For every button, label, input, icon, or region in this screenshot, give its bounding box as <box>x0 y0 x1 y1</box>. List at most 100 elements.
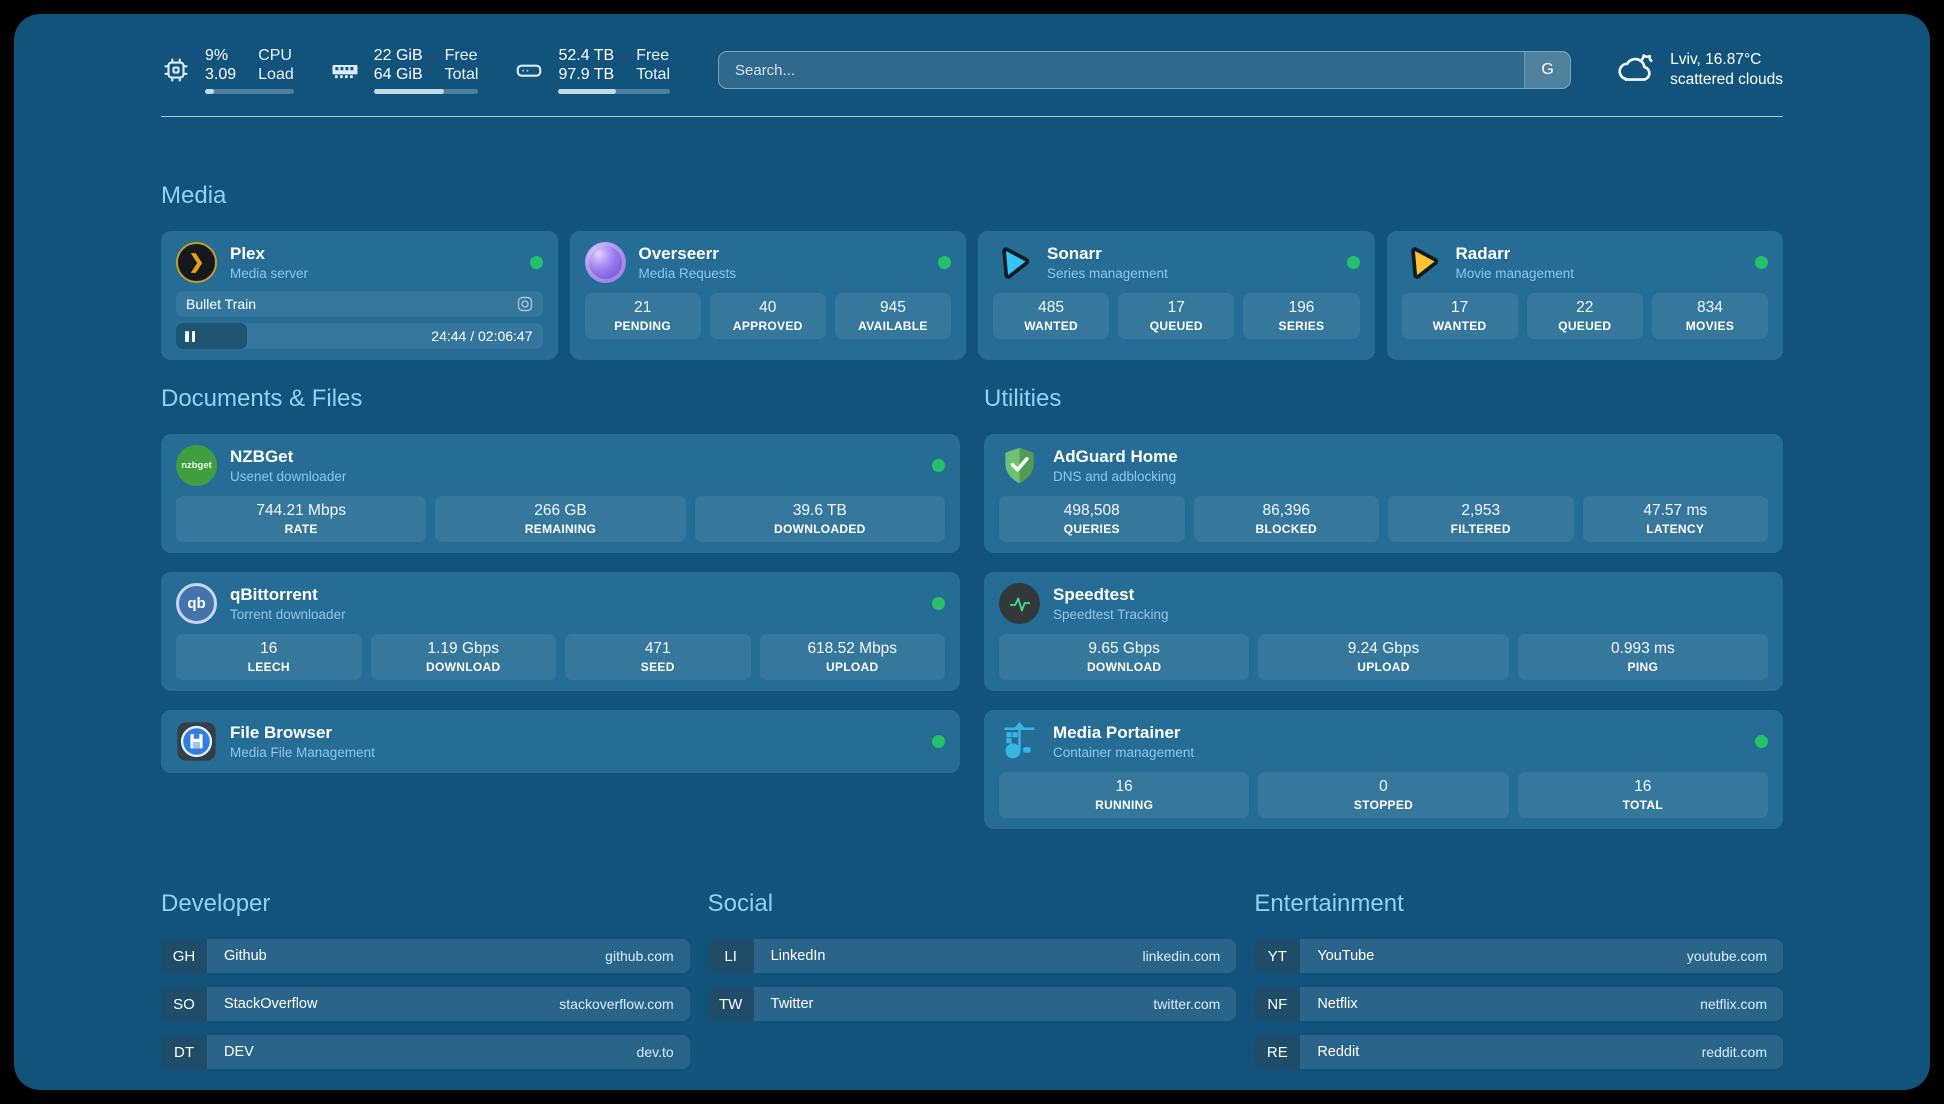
stat-total: 16 TOTAL <box>1517 772 1768 818</box>
bookmark-github[interactable]: GH Github github.com <box>161 939 690 973</box>
portainer-icon <box>999 721 1040 762</box>
stat-latency: 47.57 ms LATENCY <box>1582 496 1768 542</box>
bookmark-stackoverflow[interactable]: SO StackOverflow stackoverflow.com <box>161 987 690 1021</box>
ram-icon <box>330 55 360 85</box>
section-title-documents: Documents & Files <box>161 385 363 412</box>
bookmark-url: reddit.com <box>1701 1044 1767 1060</box>
cpu-stat: 9% 3.09 CPU Load <box>161 46 294 94</box>
bookmark-youtube[interactable]: YT YouTube youtube.com <box>1254 939 1783 973</box>
system-stats: 9% 3.09 CPU Load <box>161 46 670 94</box>
disk-total-value: 97.9 TB <box>558 66 615 83</box>
disk-progress-bar <box>558 89 670 94</box>
pause-icon[interactable] <box>185 330 195 342</box>
cloud-icon <box>1613 51 1657 90</box>
sonarr-icon <box>993 242 1034 283</box>
weather-condition: scattered clouds <box>1670 71 1783 88</box>
app-name: qBittorrent <box>230 585 318 604</box>
app-card-filebrowser[interactable]: File Browser Media File Management <box>161 710 960 773</box>
stat-movies: 834 MOVIES <box>1651 293 1769 339</box>
app-card-adguard[interactable]: AdGuard Home DNS and adblocking 498,508 … <box>984 434 1783 553</box>
ram-total-label: Total <box>444 66 479 83</box>
speedtest-icon <box>999 583 1040 624</box>
status-online-dot <box>529 256 543 269</box>
stat-wanted: 485 WANTED <box>993 293 1110 339</box>
stat-available: 945 AVAILABLE <box>834 293 952 339</box>
bookmark-abbr: DT <box>161 1035 207 1069</box>
ram-stat: 22 GiB 64 GiB Free Total <box>330 46 479 94</box>
weather-widget: Lviv, 16.87°C scattered clouds <box>1613 50 1783 90</box>
bookmark-name: Reddit <box>1317 1044 1360 1060</box>
cpu-load-value: 3.09 <box>205 66 237 83</box>
bookmark-url: linkedin.com <box>1142 948 1221 964</box>
disk-free-value: 52.4 TB <box>558 47 615 64</box>
status-online-dot <box>1755 735 1768 748</box>
stat-queries: 498,508 QUERIES <box>999 496 1185 542</box>
stat-seed: 471 SEED <box>565 634 751 680</box>
app-subtitle: Media server <box>230 266 309 281</box>
section-title-entertainment: Entertainment <box>1254 890 1404 917</box>
app-name: File Browser <box>230 723 333 742</box>
bookmark-linkedin[interactable]: LI LinkedIn linkedin.com <box>707 939 1237 973</box>
app-card-radarr[interactable]: Radarr Movie management 17 WANTED 22 QUE… <box>1386 231 1783 360</box>
ram-free-value: 22 GiB <box>373 47 423 64</box>
stat-pending: 21 PENDING <box>584 293 701 339</box>
status-online-dot <box>1346 256 1360 269</box>
now-playing-row: Bullet Train <box>176 291 543 317</box>
cpu-load-label: Load <box>258 66 294 83</box>
disk-total-label: Total <box>636 66 670 83</box>
bookmark-netflix[interactable]: NF Netflix netflix.com <box>1254 987 1783 1021</box>
status-online-dot <box>932 459 945 472</box>
player-settings-icon[interactable] <box>517 296 533 312</box>
app-card-overseerr[interactable]: Overseerr Media Requests 21 PENDING 40 A… <box>569 231 966 360</box>
search-input[interactable] <box>719 52 1525 88</box>
stat-wanted: 17 WANTED <box>1401 293 1518 339</box>
search-engine-button[interactable]: G <box>1524 52 1571 88</box>
bookmark-url: stackoverflow.com <box>559 996 674 1012</box>
app-card-portainer[interactable]: Media Portainer Container management 16 … <box>984 710 1783 829</box>
filebrowser-icon <box>176 721 217 762</box>
app-subtitle: Torrent downloader <box>230 607 346 622</box>
nzbget-icon: nzbget <box>176 445 217 486</box>
bookmark-dev[interactable]: DT DEV dev.to <box>161 1035 690 1069</box>
bookmark-reddit[interactable]: RE Reddit reddit.com <box>1254 1035 1783 1069</box>
app-card-qbittorrent[interactable]: qb qBittorrent Torrent downloader 16 LEE… <box>161 572 960 691</box>
app-name: Media Portainer <box>1053 723 1181 742</box>
cpu-progress-bar <box>205 89 294 94</box>
app-name: AdGuard Home <box>1053 447 1178 466</box>
stat-queued: 17 QUEUED <box>1118 293 1235 339</box>
search-bar[interactable]: G <box>718 51 1572 89</box>
bookmark-url: github.com <box>605 948 674 964</box>
section-title-utilities: Utilities <box>984 385 1062 412</box>
section-utilities: Utilities <box>984 384 1783 829</box>
section-developer: Developer GH Github github.com SO StackO… <box>161 889 690 1083</box>
stat-download: 9.65 Gbps DOWNLOAD <box>999 634 1250 680</box>
overseerr-icon <box>584 242 626 283</box>
app-subtitle: Usenet downloader <box>230 469 347 484</box>
bookmark-twitter[interactable]: TW Twitter twitter.com <box>707 987 1237 1021</box>
bookmark-name: YouTube <box>1317 948 1375 964</box>
adguard-icon <box>999 445 1040 486</box>
stat-blocked: 86,396 BLOCKED <box>1193 496 1379 542</box>
bookmark-abbr: RE <box>1254 1035 1301 1069</box>
disk-free-label: Free <box>636 47 670 64</box>
stat-series: 196 SERIES <box>1243 293 1360 339</box>
stat-upload: 9.24 Gbps UPLOAD <box>1258 634 1509 680</box>
header-divider <box>161 116 1783 117</box>
app-subtitle: Media File Management <box>230 745 375 760</box>
bookmark-abbr: NF <box>1254 987 1301 1021</box>
app-card-sonarr[interactable]: Sonarr Series management 485 WANTED 17 Q… <box>978 231 1375 360</box>
stat-leech: 16 LEECH <box>176 634 362 680</box>
stat-ping: 0.993 ms PING <box>1517 634 1768 680</box>
radarr-icon <box>1402 242 1443 283</box>
app-card-nzbget[interactable]: nzbget NZBGet Usenet downloader 744.21 M… <box>161 434 960 553</box>
bookmark-url: youtube.com <box>1686 948 1767 964</box>
stat-queued: 22 QUEUED <box>1526 293 1643 339</box>
app-card-speedtest[interactable]: Speedtest Speedtest Tracking 9.65 Gbps D… <box>984 572 1783 691</box>
bookmark-name: DEV <box>224 1044 254 1060</box>
stat-download: 1.19 Gbps DOWNLOAD <box>370 634 556 680</box>
header: 9% 3.09 CPU Load <box>161 44 1783 96</box>
bookmark-abbr: GH <box>161 939 207 973</box>
app-card-plex[interactable]: ❯ Plex Media server Bullet Train <box>161 231 558 360</box>
app-name: Sonarr <box>1047 244 1102 263</box>
section-title-social: Social <box>707 890 774 917</box>
